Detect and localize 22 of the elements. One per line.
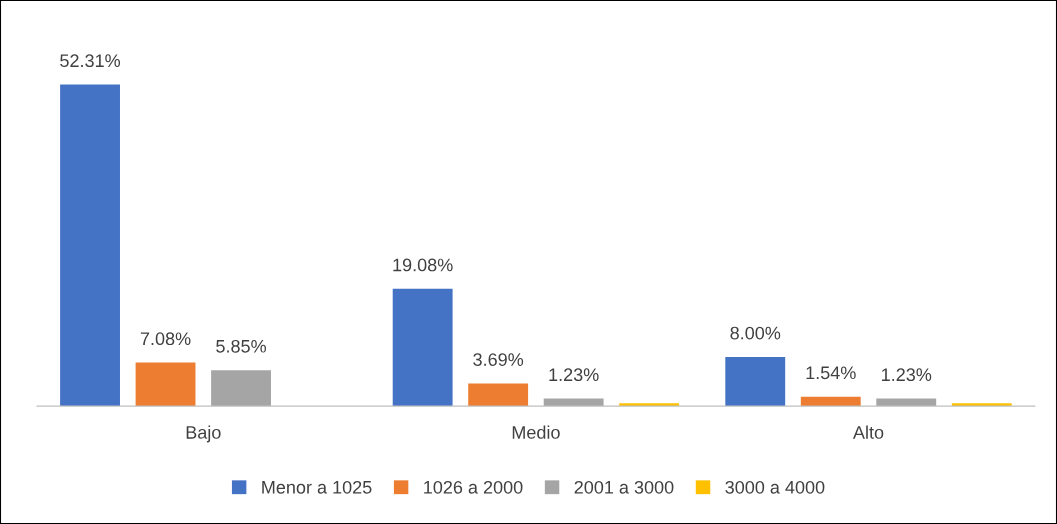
data-label: 52.31% <box>60 54 121 68</box>
data-label: 1.23% <box>549 368 599 382</box>
data-label: 1.23% <box>882 368 932 382</box>
x-tick-label: Medio <box>512 425 560 439</box>
data-label: 5.85% <box>216 339 266 353</box>
data-label: 8.00% <box>730 326 781 340</box>
x-tick-label: Alto <box>852 425 884 439</box>
bar <box>725 356 786 407</box>
bar <box>135 362 196 407</box>
data-label: 7.08% <box>140 332 191 346</box>
bar <box>392 288 453 407</box>
legend-label: 3000 a 4000 <box>725 480 825 494</box>
bar <box>211 370 271 407</box>
data-label: 19.08% <box>393 258 453 272</box>
bar <box>60 84 120 407</box>
data-label: 1.54% <box>806 366 856 380</box>
x-tick-label: Bajo <box>186 425 221 443</box>
legend-label: 1026 a 2000 <box>424 480 523 494</box>
legend-label: Menor a 1025 <box>262 480 372 494</box>
legend-label: 2001 a 3000 <box>574 480 674 494</box>
data-label: 3.69% <box>473 353 524 366</box>
bar <box>468 383 529 407</box>
